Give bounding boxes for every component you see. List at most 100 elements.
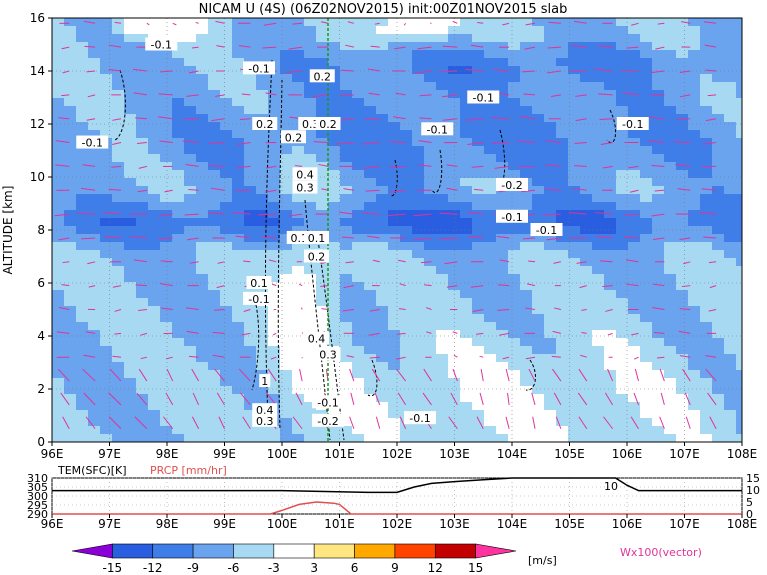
- field-cell: [628, 266, 641, 275]
- field-cell: [64, 434, 77, 442]
- field-cell: [100, 74, 113, 83]
- field-cell: [88, 386, 101, 395]
- field-cell: [724, 346, 737, 355]
- field-cell: [640, 282, 653, 291]
- field-cell: [616, 314, 629, 323]
- contour-label: 0.2: [309, 69, 335, 83]
- field-cell: [184, 314, 197, 323]
- field-cell: [556, 378, 569, 387]
- field-cell: [544, 162, 557, 171]
- field-cell: [304, 410, 317, 419]
- field-cell: [112, 250, 125, 259]
- field-cell: [688, 34, 701, 43]
- field-cell: [436, 306, 449, 315]
- field-cell: [340, 210, 353, 219]
- field-cell: [196, 394, 209, 403]
- field-cell: [568, 266, 581, 275]
- wind-vector: [185, 163, 199, 167]
- field-cell: [544, 282, 557, 291]
- field-cell: [64, 402, 77, 411]
- field-cell: [580, 338, 593, 347]
- field-cell: [124, 42, 137, 51]
- field-cell: [604, 162, 617, 171]
- field-cell: [508, 322, 521, 331]
- field-cell: [124, 322, 137, 331]
- field-cell: [484, 410, 497, 419]
- wind-vector: [603, 416, 614, 430]
- field-cell: [244, 74, 257, 83]
- field-cell: [628, 282, 641, 291]
- field-cell: [544, 98, 557, 107]
- wind-vector: [372, 259, 380, 263]
- field-cell: [688, 314, 701, 323]
- wind-vector: [653, 331, 665, 334]
- field-cell: [76, 218, 89, 227]
- field-cell: [724, 410, 737, 419]
- field-cell: [328, 330, 341, 339]
- field-cell: [412, 370, 425, 379]
- field-cell: [64, 426, 77, 435]
- field-cell: [592, 178, 605, 187]
- field-cell: [88, 170, 101, 179]
- field-cell: [220, 306, 233, 315]
- field-cell: [556, 362, 569, 371]
- wind-vector: [581, 331, 587, 334]
- field-cell: [232, 402, 245, 411]
- field-cell: [292, 386, 305, 395]
- wind-vector: [552, 330, 561, 334]
- field-cell: [364, 266, 377, 275]
- field-cell: [592, 250, 605, 259]
- wind-vector: [703, 236, 717, 239]
- field-cell: [520, 266, 533, 275]
- field-cell: [160, 122, 173, 131]
- field-cell: [52, 82, 65, 91]
- field-cell: [280, 242, 293, 251]
- field-cell: [352, 250, 365, 259]
- field-cell: [640, 306, 653, 315]
- field-cell: [124, 218, 137, 227]
- wind-vector: [707, 392, 717, 406]
- field-cell: [472, 362, 485, 371]
- field-cell: [532, 194, 545, 203]
- field-cell: [352, 186, 365, 195]
- wind-vector: [528, 260, 536, 263]
- field-cell: [628, 154, 641, 163]
- field-cell: [124, 290, 137, 299]
- field-cell: [148, 98, 161, 107]
- x-tick-label: 107E: [669, 447, 700, 461]
- colorbar-tick-label: -15: [103, 561, 123, 575]
- field-cell: [568, 226, 581, 235]
- field-cell: [400, 426, 413, 435]
- field-cell: [436, 410, 449, 419]
- wind-vector: [159, 140, 173, 144]
- field-cell: [160, 266, 173, 275]
- field-cell: [412, 338, 425, 347]
- field-cell: [196, 402, 209, 411]
- field-cell: [628, 434, 641, 442]
- field-cell: [364, 234, 377, 243]
- field-cell: [364, 306, 377, 315]
- field-cell: [268, 426, 281, 435]
- field-cell: [220, 338, 233, 347]
- field-cell: [652, 386, 665, 395]
- field-cell: [268, 386, 281, 395]
- field-cell: [304, 138, 317, 147]
- wind-vector: [630, 416, 639, 430]
- field-cell: [352, 362, 365, 371]
- field-cell: [556, 402, 569, 411]
- field-cell: [700, 98, 713, 107]
- wind-vector: [321, 308, 329, 310]
- field-cell: [304, 354, 317, 363]
- field-cell: [484, 266, 497, 275]
- field-cell: [724, 66, 737, 75]
- field-cell: [436, 226, 449, 235]
- field-cell: [688, 42, 701, 51]
- contour-label: 0.3: [292, 180, 318, 195]
- field-cell: [340, 346, 353, 355]
- field-cell: [412, 330, 425, 339]
- field-cell: [472, 290, 485, 299]
- field-cell: [544, 34, 557, 43]
- field-cell: [352, 90, 365, 99]
- field-cell: [580, 298, 593, 307]
- contour-label-text: -0.1: [317, 396, 338, 409]
